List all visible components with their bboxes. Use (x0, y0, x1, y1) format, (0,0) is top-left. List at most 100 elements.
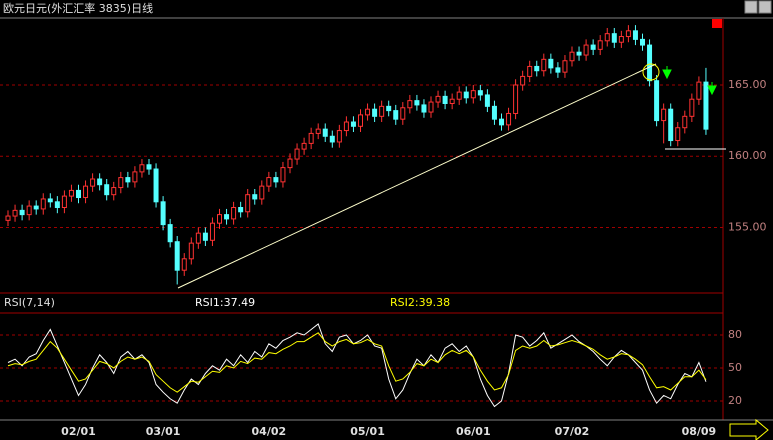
candle-body (569, 51, 575, 62)
candle-body (217, 214, 222, 224)
signal-arrow (662, 66, 672, 80)
candle-body (5, 215, 11, 221)
candle-body (19, 209, 25, 216)
candle-body (456, 91, 462, 100)
candle-body (287, 158, 293, 169)
candle-body (576, 51, 582, 56)
candle-body (583, 44, 589, 56)
x-tick-label: 05/01 (350, 425, 385, 438)
y-tick-label: 160.00 (728, 149, 767, 162)
x-tick-label: 07/02 (555, 425, 590, 438)
plot-area: 155.00 160.00 165.00 02/01 03/01 04/02 05/01 06… (0, 25, 767, 438)
window-button[interactable] (744, 0, 758, 14)
candle-body (76, 189, 81, 199)
candle-body (562, 60, 568, 73)
candle-body (231, 207, 237, 220)
candle-body (618, 36, 624, 43)
candle-body (506, 112, 512, 126)
chart-title: 欧元日元(外汇汇率 3835)日线 (3, 1, 153, 15)
trend-line (177, 63, 657, 289)
candle-body (209, 222, 215, 241)
x-tick-label: 04/02 (252, 425, 287, 438)
candle-body (675, 127, 681, 142)
candle-body (654, 80, 660, 122)
candle-body (83, 185, 89, 199)
candle-body (61, 195, 67, 209)
candle-body (111, 187, 117, 196)
candle-body (477, 90, 483, 96)
candle-body (259, 185, 265, 200)
candle-body (104, 184, 110, 196)
candle-body (153, 168, 159, 203)
candle-body (513, 84, 519, 114)
candle-body (499, 118, 504, 126)
candle-body (407, 100, 413, 109)
candle-body (118, 177, 124, 189)
candle-body (350, 121, 356, 127)
candle-body (160, 201, 166, 226)
candle-body (555, 67, 561, 73)
candle-body (273, 177, 279, 183)
candle-body (252, 194, 258, 200)
candle-body (534, 65, 540, 72)
candle-body (689, 98, 695, 117)
candle-body (365, 108, 371, 116)
y-tick-label: 50 (728, 361, 742, 374)
marker-square (712, 19, 722, 28)
candle-body (640, 38, 645, 46)
candle-body (611, 33, 617, 43)
candle-body (470, 90, 476, 99)
candle-body (520, 75, 526, 86)
candle-body (491, 105, 497, 120)
y-tick-label: 20 (728, 394, 742, 407)
candle-body (266, 177, 272, 187)
x-tick-label: 06/01 (456, 425, 491, 438)
candle-body (435, 95, 441, 103)
candle-body (336, 130, 342, 143)
candle-body (12, 209, 18, 217)
candle-body (400, 107, 406, 120)
candle-body (414, 100, 420, 106)
candle-body (632, 30, 638, 40)
candle-body (181, 258, 187, 271)
candle-body (625, 30, 631, 38)
candle-body (245, 194, 251, 213)
candle-body (146, 164, 152, 170)
y-tick-label: 155.00 (728, 220, 767, 233)
indicator-title: RSI(7,14) (4, 296, 55, 309)
candle-body (322, 128, 328, 137)
candle-body (604, 33, 610, 42)
signal-arrow (707, 82, 717, 96)
candle-body (167, 224, 173, 243)
candle-body (280, 167, 286, 183)
candle-body (527, 65, 533, 77)
candle-body (442, 95, 448, 104)
candle-body (463, 91, 469, 99)
rsi-line (7, 332, 707, 393)
candle-body (661, 108, 667, 122)
candle-body (541, 58, 547, 72)
candle-body (372, 108, 378, 117)
candle-body (647, 44, 653, 82)
candle-body (47, 198, 53, 203)
candle-body (682, 115, 688, 129)
candle-body (703, 81, 709, 130)
candle-body (202, 232, 208, 241)
candle-body (125, 177, 131, 183)
candle-body (315, 128, 321, 134)
candle-body (301, 142, 307, 150)
candle-body (68, 189, 74, 197)
y-tick-label: 165.00 (728, 78, 767, 91)
candle-body (139, 164, 145, 173)
candle-body (668, 108, 674, 142)
window-button[interactable] (758, 0, 772, 14)
candle-body (294, 148, 300, 160)
candle-body (696, 81, 702, 100)
candle-body (97, 178, 103, 186)
scroll-button[interactable] (729, 418, 769, 440)
legend-entry: RSI2:39.38 (390, 296, 450, 309)
x-tick-label: 03/01 (146, 425, 181, 438)
